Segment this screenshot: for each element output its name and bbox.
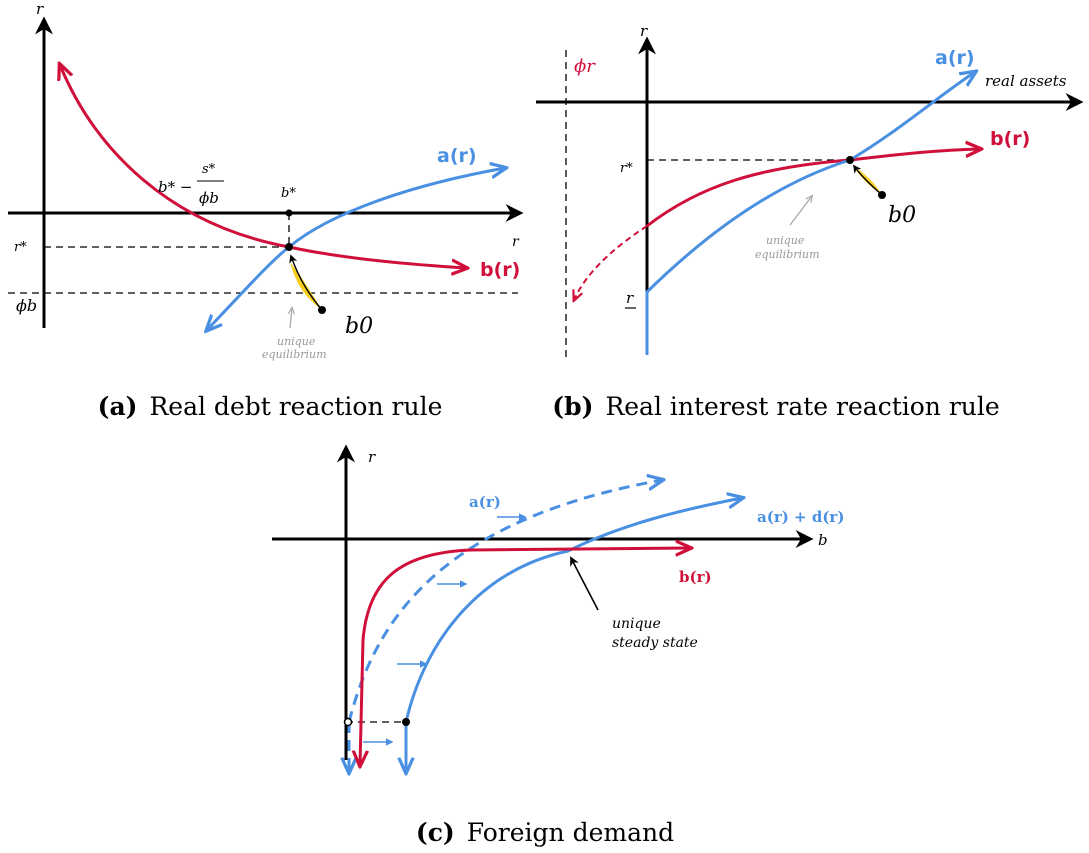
panel-a-r-star-label: r* [14,240,27,255]
panel-b-y-label: r [640,22,648,40]
panel-c-a-label: a(r) [469,493,501,511]
panel-a-a-label: a(r) [437,145,477,167]
panel-b-equilibrium-dot [846,156,854,164]
panel-c-ad-label: a(r) + d(r) [757,508,844,526]
panel-a-frac-num: s* [202,162,216,177]
panel-a-equilibrium-dot [285,243,293,251]
panel-b-b0-label: b0 [888,203,916,228]
panel-a-frac-den: ϕb [199,189,219,207]
panel-b-r-under-label: r [626,289,634,307]
panel-c-x-label: b [818,531,828,549]
panel-a-b-curve [60,65,466,268]
panel-a-b-star-dot [285,209,293,217]
panel-a-b0-dot [318,306,326,314]
panel-a-y-label: r [36,0,44,18]
panel-a: r r r* ϕb b* b* − s* ϕb a(r) b(r) b0 uni… [8,0,524,421]
panel-b-r-star-label: r* [620,161,633,176]
panel-a-b-star-label: b* [281,186,296,201]
panel-a-a-curve [207,168,505,330]
panel-b-eq-line2: equilibrium [755,248,820,261]
panel-b-eq-pointer [789,196,812,226]
panel-c-a-floor-dot [343,717,353,727]
panel-c-ad-curve [404,498,742,723]
panel-a-caption: (a) Real debt reaction rule [98,392,443,421]
panel-a-b0-label: b0 [345,314,373,339]
panel-b-caption: (b) Real interest rate reaction rule [552,392,999,421]
panel-a-adjustment-band [290,262,322,310]
panel-a-b-label: b(r) [480,259,520,281]
panel-c-b-curve [360,548,690,765]
panel-c-ss-pointer [570,556,599,611]
panel-b-phi-r-label: ϕr [574,56,596,77]
panel-b-a-curve [645,72,975,355]
panel-a-eq-pointer [290,308,292,329]
panel-c-ad-floor-dot [402,718,410,726]
panel-a-eq-line2: equilibrium [262,348,327,361]
panel-c-caption: (c) Foreign demand [416,818,674,847]
panel-b-x-label: real assets [985,72,1067,90]
panel-c-b-label: b(r) [679,568,712,586]
panel-b-b-curve [646,149,980,228]
panel-c-y-label: r [368,448,376,466]
panel-b-b-curve-dashed [574,225,648,300]
panel-b-b0-dot [878,191,886,199]
panel-a-b-star-expr: b* − [158,178,192,196]
panel-a-eq-line1: unique [277,335,316,348]
panel-a-adjustment-path [289,254,323,311]
panel-b-eq-line1: unique [766,234,805,247]
panel-b: r real assets ϕr r* r a(r) b(r) b0 uniqu… [536,22,1084,421]
panel-c: r b unique steady state a(r) a(r) + d(r)… [272,444,844,847]
panel-c-ss-line1: unique [612,616,661,632]
panel-a-phi-b-label: ϕb [16,296,37,315]
panel-c-ss-line2: steady state [612,635,698,651]
panel-a-x-label: r [512,234,520,250]
panel-b-b-label: b(r) [990,128,1030,150]
panel-b-a-label: a(r) [935,47,975,69]
